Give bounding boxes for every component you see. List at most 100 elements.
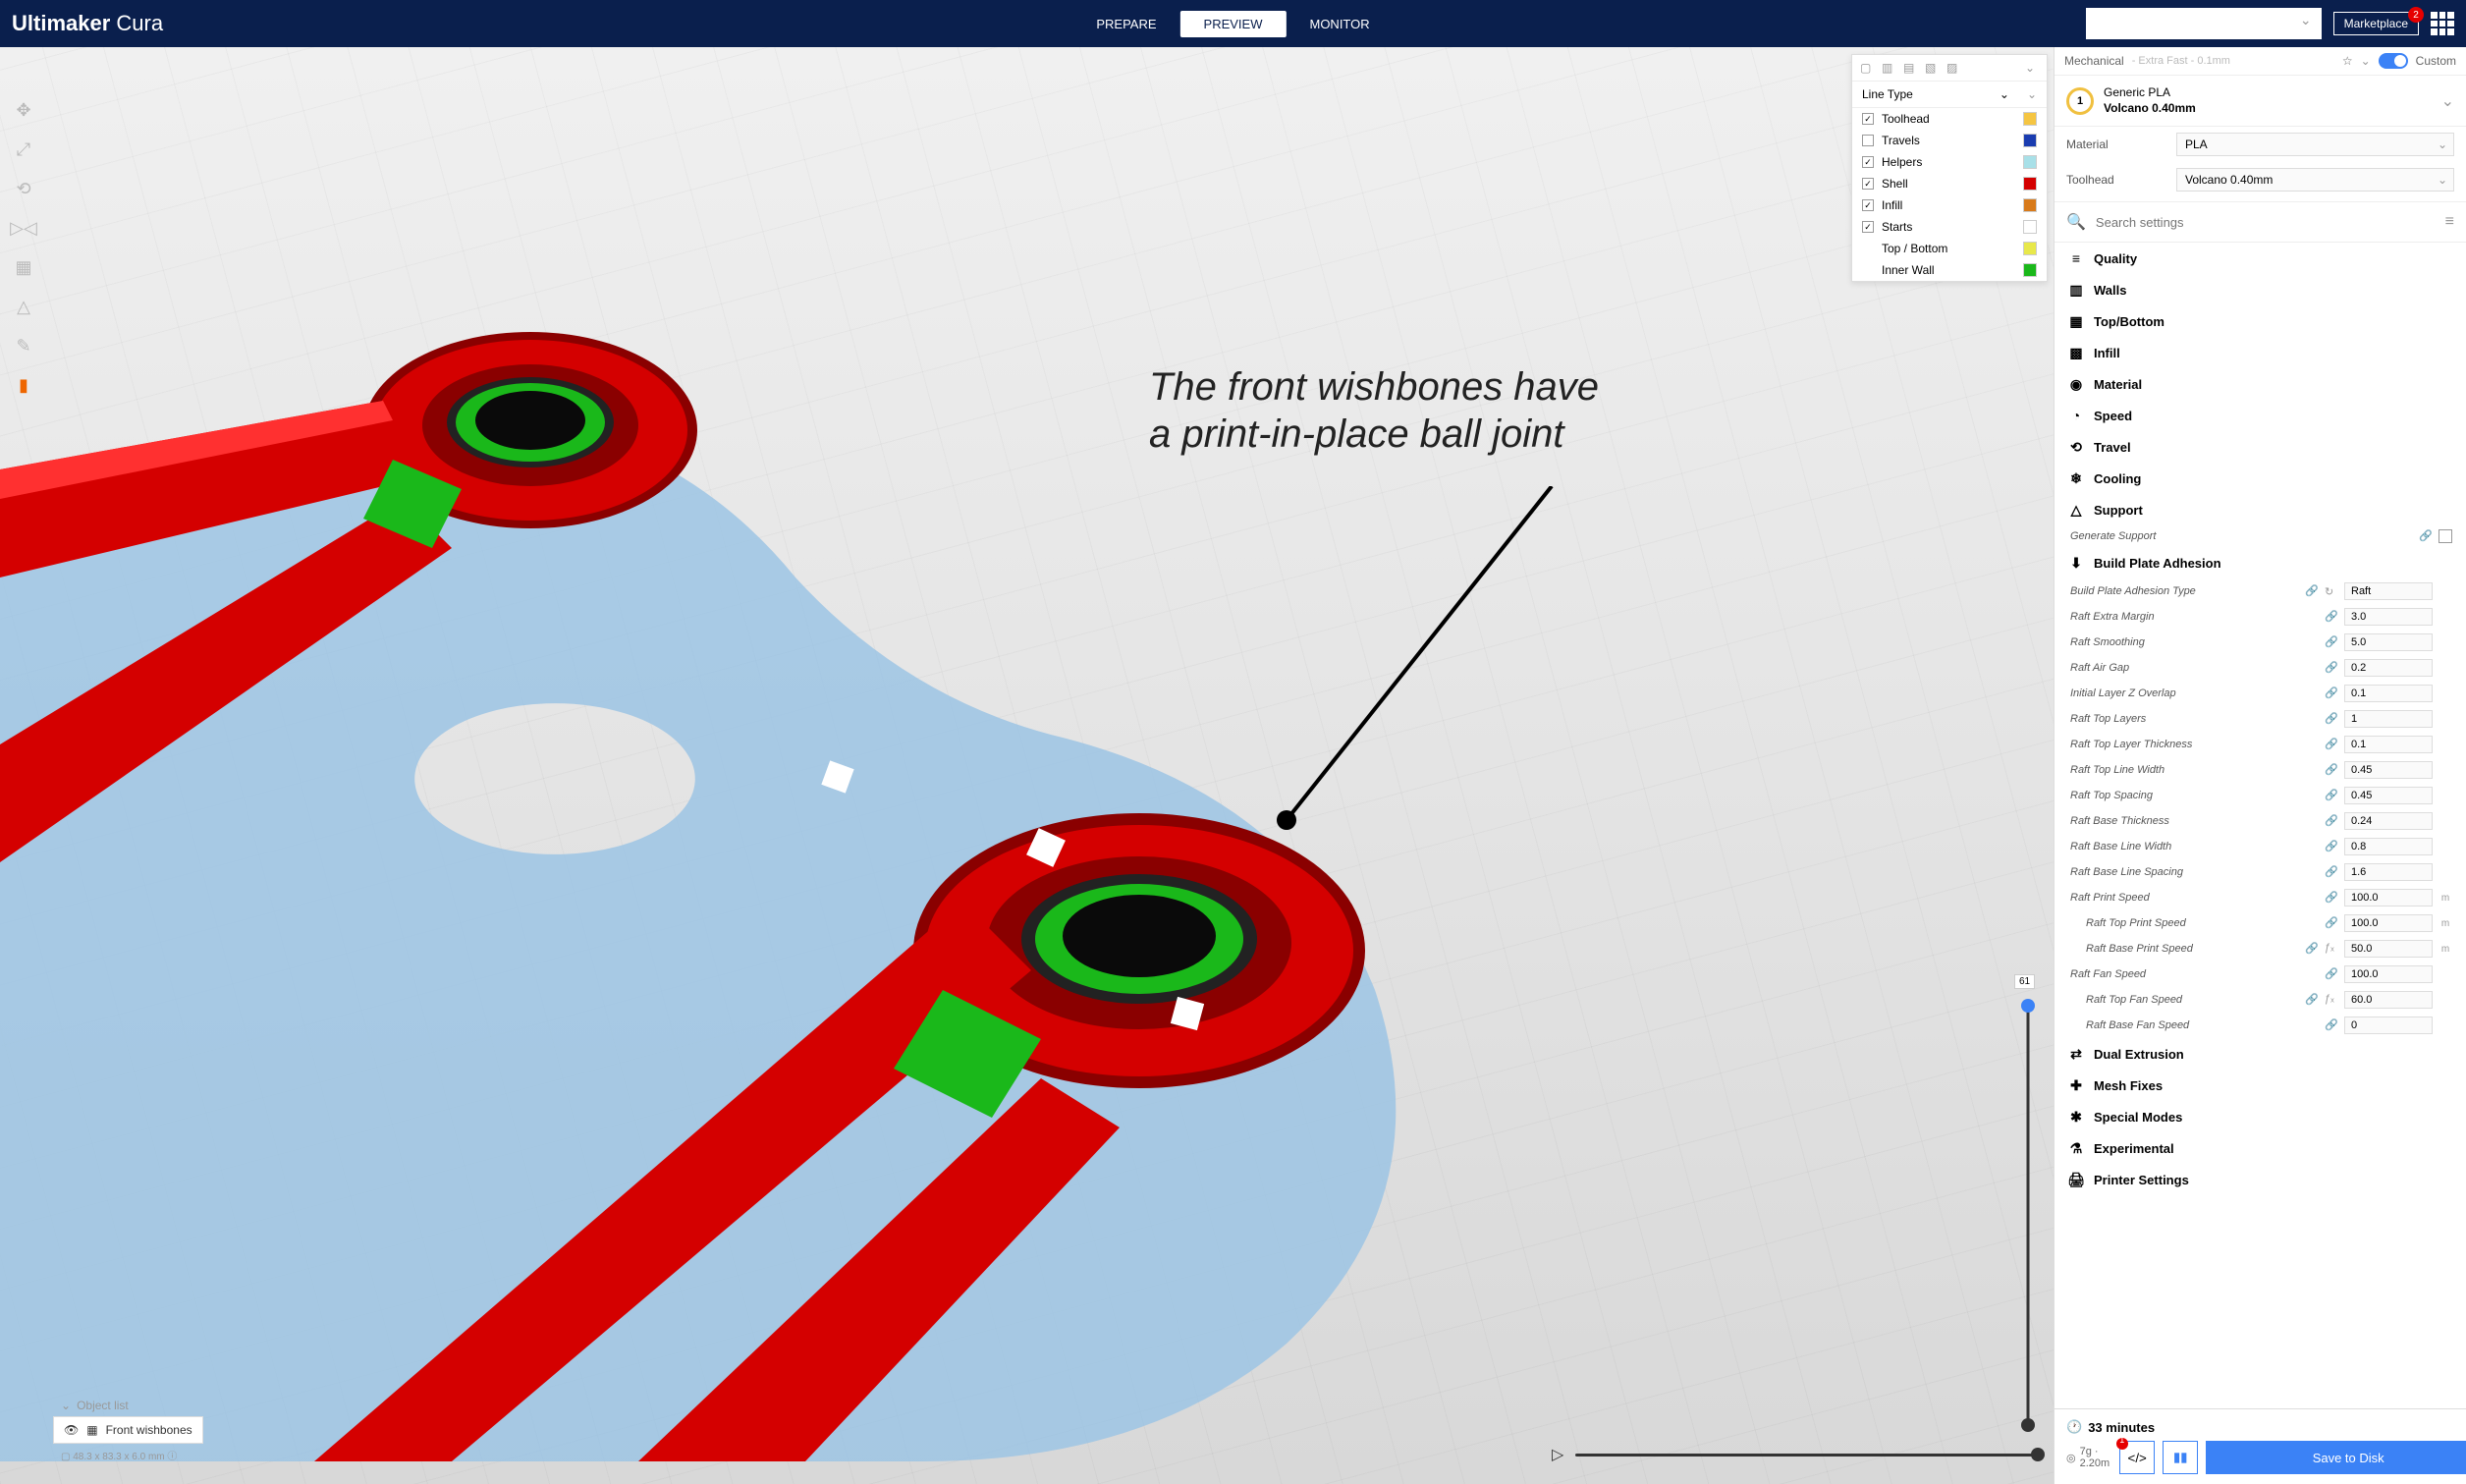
mirror-tool-icon[interactable]: ▷◁ [12, 216, 35, 240]
category-row[interactable]: ❄Cooling [2055, 463, 2466, 494]
link-icon[interactable]: 🔗 [2325, 789, 2338, 802]
toolhead-dropdown[interactable]: Volcano 0.40mm [2176, 168, 2454, 192]
time-slider-track[interactable] [1575, 1454, 2038, 1457]
legend-row[interactable]: ✓ Toolhead [1852, 108, 2047, 130]
object-list-header[interactable]: ⌄ Object list [53, 1395, 203, 1416]
setting-input[interactable] [2344, 812, 2433, 830]
category-row[interactable]: 🖨Printer Settings [2055, 1164, 2466, 1195]
eye-icon[interactable]: 👁 [64, 1423, 79, 1437]
material-dropdown[interactable]: PLA [2176, 133, 2454, 156]
category-row[interactable]: ✚Mesh Fixes [2055, 1070, 2466, 1101]
setting-input[interactable] [2344, 582, 2433, 600]
mesh-tool-icon[interactable]: ▦ [12, 255, 35, 279]
category-build-plate-adhesion[interactable]: ⬇ Build Plate Adhesion [2055, 547, 2466, 578]
category-row[interactable]: ≡Quality [2055, 243, 2466, 274]
view-icon-5[interactable]: ▨ [1946, 61, 1960, 75]
setting-input[interactable] [2344, 787, 2433, 804]
category-row[interactable]: ▥Walls [2055, 274, 2466, 305]
category-row[interactable]: ◉Material [2055, 368, 2466, 400]
link-icon[interactable]: 🔗 [2325, 738, 2338, 751]
setting-input[interactable] [2344, 940, 2433, 958]
search-input[interactable] [2096, 215, 2436, 230]
preview-code-button[interactable]: 1 </> [2119, 1441, 2155, 1474]
save-to-disk-button[interactable]: Save to Disk [2206, 1441, 2466, 1474]
apps-icon[interactable] [2431, 12, 2454, 35]
setting-input[interactable] [2344, 965, 2433, 983]
legend-checkbox[interactable]: ✓ [1862, 113, 1874, 125]
view-icon-1[interactable]: ▢ [1860, 61, 1874, 75]
legend-checkbox[interactable]: ✓ [1862, 199, 1874, 211]
view-icon-2[interactable]: ▥ [1882, 61, 1895, 75]
support-tool-icon[interactable]: △ [12, 295, 35, 318]
link-icon[interactable]: 🔗 [2325, 687, 2338, 700]
layer-slider-bottom-thumb[interactable] [2021, 1418, 2035, 1432]
setting-input[interactable] [2344, 838, 2433, 855]
legend-row[interactable]: Travels [1852, 130, 2047, 151]
legend-mode-dropdown[interactable]: Line Type⌄⌄ [1852, 82, 2047, 108]
setting-input[interactable] [2344, 659, 2433, 677]
legend-row[interactable]: ✓ Helpers [1852, 151, 2047, 173]
profile-chevron-icon[interactable]: ⌄ [2361, 54, 2371, 68]
link-icon[interactable]: 🔗 [2325, 891, 2338, 905]
category-row[interactable]: △Support [2055, 494, 2466, 525]
setting-input[interactable] [2344, 608, 2433, 626]
setting-input[interactable] [2344, 1017, 2433, 1034]
layer-tool-icon[interactable]: ▮ [12, 373, 35, 397]
marketplace-button[interactable]: Marketplace 2 [2333, 12, 2419, 35]
rotate-tool-icon[interactable]: ⟲ [12, 177, 35, 200]
link-icon[interactable]: 🔗 [2305, 584, 2319, 598]
link-icon[interactable]: 🔗 [2305, 993, 2319, 1007]
layer-slider[interactable]: 61 [2018, 992, 2038, 1439]
link-icon[interactable]: 🔗 [2325, 916, 2338, 930]
time-slider-thumb[interactable] [2031, 1448, 2045, 1461]
custom-tool-icon[interactable]: ✎ [12, 334, 35, 357]
fx-icon[interactable]: ƒₓ [2325, 942, 2338, 956]
view-icon-3[interactable]: ▤ [1903, 61, 1917, 75]
custom-toggle[interactable] [2379, 53, 2408, 69]
setting-input[interactable] [2344, 914, 2433, 932]
link-icon[interactable]: 🔗 [2419, 529, 2433, 543]
settings-list[interactable]: ≡Quality▥Walls▦Top/Bottom▩Infill◉Materia… [2055, 243, 2466, 1484]
object-list-item[interactable]: 👁 ▦ Front wishbones [53, 1416, 203, 1444]
setting-input[interactable] [2344, 710, 2433, 728]
setting-input[interactable] [2344, 633, 2433, 651]
nav-prepare[interactable]: PREPARE [1072, 11, 1179, 37]
setting-input[interactable] [2344, 863, 2433, 881]
category-row[interactable]: ⇄Dual Extrusion [2055, 1038, 2466, 1070]
category-row[interactable]: ✱Special Modes [2055, 1101, 2466, 1132]
printer-dropdown[interactable]: Voron24 [2086, 8, 2322, 39]
nav-monitor[interactable]: MONITOR [1286, 11, 1393, 37]
legend-row[interactable]: ✓ Shell [1852, 173, 2047, 194]
fx-icon[interactable]: ƒₓ [2325, 993, 2338, 1007]
legend-checkbox[interactable]: ✓ [1862, 178, 1874, 190]
nav-preview[interactable]: PREVIEW [1180, 11, 1287, 37]
link-icon[interactable]: 🔗 [2325, 661, 2338, 675]
scale-tool-icon[interactable]: ⤢ [12, 137, 35, 161]
pause-button[interactable]: ▮▮ [2163, 1441, 2198, 1474]
view-icon-4[interactable]: ▧ [1925, 61, 1939, 75]
material-chevron-icon[interactable]: ⌄ [2441, 91, 2454, 111]
play-icon[interactable]: ▷ [1552, 1445, 1563, 1464]
layer-slider-top-thumb[interactable] [2021, 999, 2035, 1013]
link-icon[interactable]: 🔗 [2325, 840, 2338, 853]
setting-input[interactable] [2344, 761, 2433, 779]
view-icon-6[interactable]: ⌄ [2025, 61, 2039, 75]
setting-input[interactable] [2344, 991, 2433, 1009]
reset-icon[interactable]: ↻ [2325, 585, 2338, 598]
category-row[interactable]: ▩Infill [2055, 337, 2466, 368]
link-icon[interactable]: 🔗 [2325, 610, 2338, 624]
legend-row[interactable]: ✓ Infill [1852, 194, 2047, 216]
category-row[interactable]: ◔Speed [2055, 400, 2466, 431]
legend-checkbox[interactable]: ✓ [1862, 221, 1874, 233]
category-row[interactable]: ⟲Travel [2055, 431, 2466, 463]
link-icon[interactable]: 🔗 [2325, 763, 2338, 777]
star-icon[interactable]: ☆ [2342, 54, 2353, 68]
legend-checkbox[interactable]: ✓ [1862, 156, 1874, 168]
legend-checkbox[interactable] [1862, 135, 1874, 146]
link-icon[interactable]: 🔗 [2325, 865, 2338, 879]
link-icon[interactable]: 🔗 [2325, 712, 2338, 726]
link-icon[interactable]: 🔗 [2325, 814, 2338, 828]
legend-row[interactable]: ✓ Starts [1852, 216, 2047, 238]
link-icon[interactable]: 🔗 [2325, 1018, 2338, 1032]
category-row[interactable]: ▦Top/Bottom [2055, 305, 2466, 337]
